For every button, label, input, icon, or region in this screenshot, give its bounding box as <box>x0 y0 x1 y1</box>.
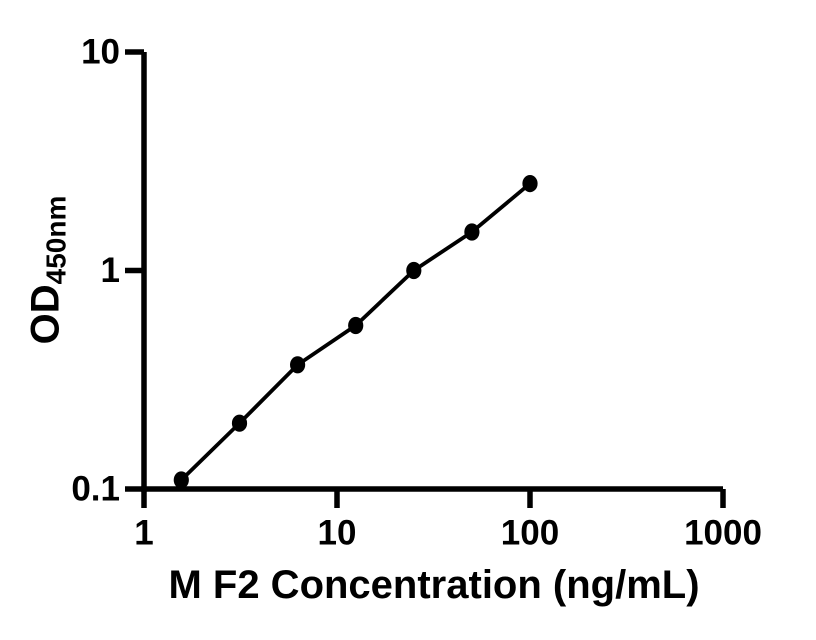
data-point <box>231 414 248 432</box>
y-axis-title: OD450nm <box>24 196 73 345</box>
y-axis-title-main: OD <box>23 284 68 345</box>
data-point <box>464 223 480 241</box>
data-point <box>173 471 189 489</box>
y-tick-label: 0.1 <box>71 470 120 509</box>
y-axis-title-sub: 450nm <box>40 195 72 285</box>
data-point <box>348 316 364 335</box>
y-tick-label: 10 <box>81 33 120 72</box>
y-tick-label: 1 <box>101 251 120 290</box>
x-tick-label: 1 <box>134 514 153 553</box>
data-point <box>522 175 538 193</box>
x-axis-title: M F2 Concentration (ng/mL) <box>168 563 700 607</box>
data-point <box>290 356 306 374</box>
x-tick-label: 1000 <box>684 514 762 553</box>
x-tick-label: 100 <box>501 514 559 553</box>
x-tick-label: 10 <box>318 514 357 553</box>
data-point <box>406 261 422 280</box>
